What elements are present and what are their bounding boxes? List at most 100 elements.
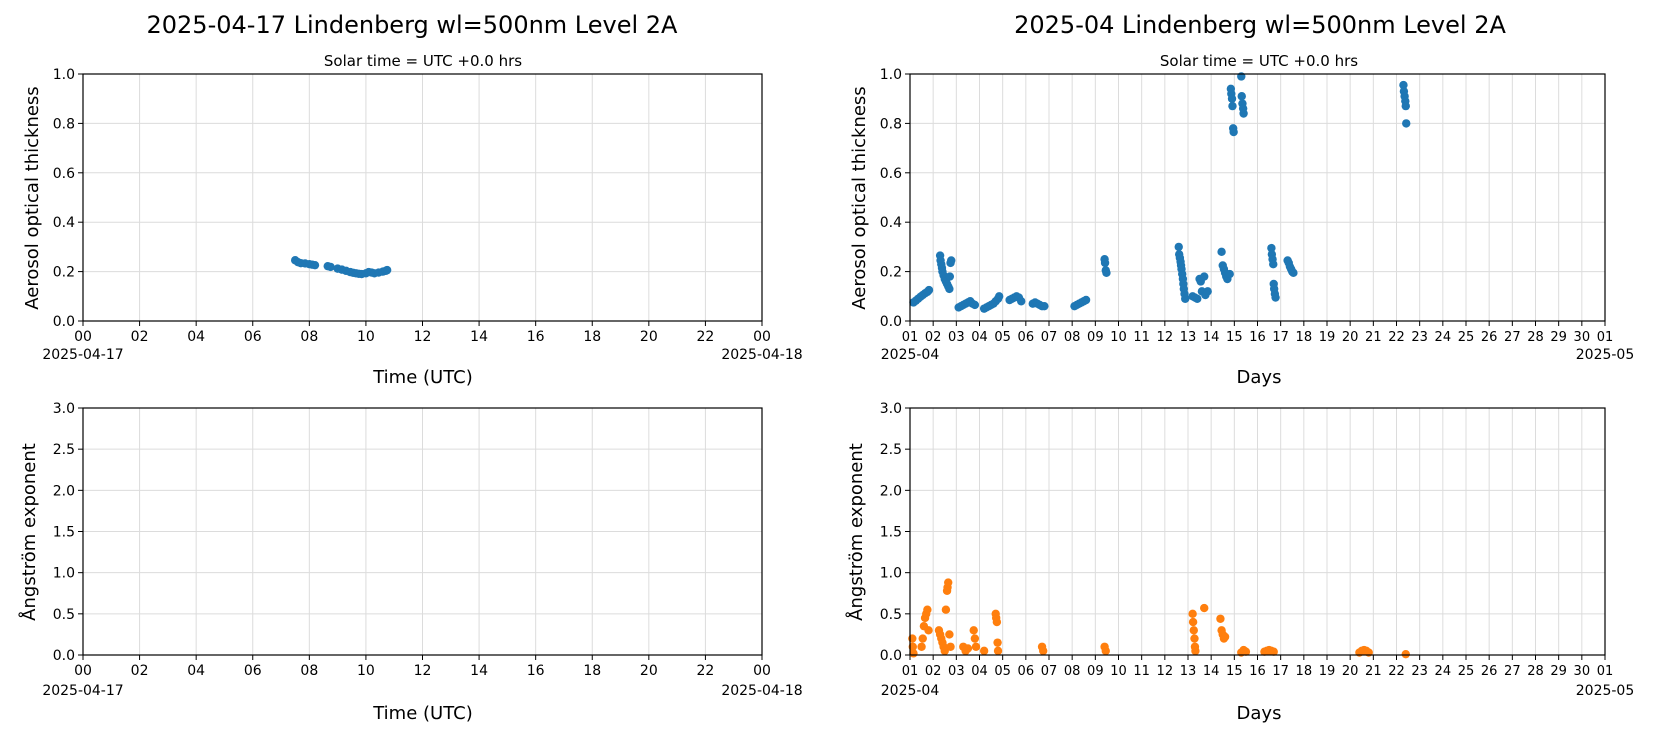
monthly-angstrom-xtick-label: 10 [1110, 664, 1127, 679]
monthly-angstrom-data-point [1220, 632, 1230, 642]
monthly-aot-xtick-label: 18 [1296, 330, 1313, 345]
monthly-aot-data-point [945, 284, 954, 294]
monthly-aot-xtick-label: 07 [1041, 330, 1058, 345]
daily-angstrom-xtick-label: 08 [300, 663, 318, 679]
monthly-aot-axes-frame [909, 73, 1606, 322]
monthly-angstrom-data-point [918, 634, 927, 643]
monthly-aot-xtick-label: 29 [1550, 330, 1567, 345]
daily-angstrom-ytick-label: 1.0 [53, 566, 75, 582]
monthly-aot-data-point [1401, 101, 1410, 111]
daily-angstrom-xtick-label: 04 [187, 663, 205, 679]
daily-aot-xtick-label: 06 [244, 329, 262, 345]
monthly-aot-xtick-label: 24 [1435, 330, 1452, 345]
daily-aot-ytick-label: 0.6 [53, 166, 75, 182]
daily-angstrom-axes-frame [82, 407, 763, 656]
daily-aot-xtick-label: 08 [300, 329, 318, 345]
monthly-aot-xtick-label: 21 [1365, 330, 1382, 345]
monthly-aot-xtick-label: 16 [1249, 330, 1266, 345]
monthly-angstrom-data-point [944, 578, 953, 587]
monthly-angstrom-xtick-sublabel-left: 2025-04 [881, 683, 940, 699]
monthly-angstrom-panel: Days Ångström exponent 2025-04 2025-05 0… [845, 401, 1634, 724]
monthly-aot-xtick-label: 30 [1574, 330, 1591, 345]
monthly-aot-data-point [945, 272, 955, 281]
monthly-angstrom-axes-frame [909, 407, 1606, 656]
monthly-angstrom-data-point [969, 626, 978, 635]
daily-angstrom-xtick-label: 00 [74, 663, 92, 679]
monthly-angstrom-data-point [1101, 646, 1110, 656]
monthly-aot-title: 2025-04 Lindenberg wl=500nm Level 2A [1014, 11, 1506, 39]
daily-aot-xtick-label: 04 [187, 329, 205, 345]
daily-aot-ytick-label: 0.8 [53, 116, 75, 132]
monthly-aot-ytick-label: 0.6 [880, 166, 902, 182]
daily-angstrom-ytick-label: 2.5 [53, 442, 75, 458]
daily-aot-xtick-label: 22 [697, 329, 715, 345]
monthly-angstrom-data-point [970, 634, 980, 643]
monthly-aot-xtick-label: 19 [1319, 330, 1336, 345]
monthly-aot-data-point [1102, 268, 1111, 278]
daily-angstrom-xtick-label: 02 [131, 663, 149, 679]
monthly-angstrom-data-point [971, 642, 981, 651]
monthly-aot-xlabel: Days [1237, 367, 1282, 388]
monthly-angstrom-xtick-label: 28 [1527, 664, 1544, 679]
monthly-aot-xtick-sublabel-right: 2025-05 [1576, 347, 1635, 363]
monthly-aot-xtick-label: 04 [971, 330, 988, 345]
daily-angstrom-ytick-label: 2.0 [53, 483, 75, 499]
monthly-aot-data-point [1200, 272, 1209, 281]
monthly-aot-data-point [1271, 293, 1280, 302]
monthly-aot-xtick-label: 10 [1110, 330, 1127, 345]
monthly-aot-ytick-label: 0.8 [880, 116, 902, 132]
monthly-aot-xtick-label: 26 [1481, 330, 1498, 345]
daily-aot-data-point [310, 260, 320, 270]
daily-angstrom-ylabel: Ångström exponent [18, 443, 40, 621]
monthly-aot-xtick-label: 05 [994, 330, 1011, 345]
monthly-angstrom-xtick-label: 30 [1574, 664, 1591, 679]
daily-aot-xtick-label: 00 [753, 329, 771, 345]
monthly-aot-data-point [1402, 119, 1411, 128]
monthly-angstrom-data-point [1039, 646, 1048, 656]
monthly-aot-data-point [1237, 92, 1246, 101]
daily-aot-data-point [382, 265, 392, 275]
monthly-aot-data-point [1229, 127, 1238, 137]
monthly-angstrom-data-point [940, 646, 949, 656]
monthly-angstrom-ylabel: Ångström exponent [845, 443, 867, 621]
daily-angstrom-xtick-sublabel-right: 2025-04-18 [721, 683, 802, 699]
monthly-angstrom-xtick-label: 01 [1597, 664, 1614, 679]
monthly-aot-xtick-label: 02 [925, 330, 942, 345]
daily-angstrom-xtick-label: 06 [244, 663, 262, 679]
monthly-angstrom-data-point [1241, 647, 1251, 656]
daily-aot-points [290, 256, 392, 279]
monthly-aot-xtick-label: 14 [1203, 330, 1220, 345]
monthly-angstrom-data-point [992, 617, 1002, 627]
monthly-aot-xtick-label: 25 [1458, 330, 1475, 345]
monthly-aot-data-point [1203, 287, 1212, 296]
monthly-angstrom-data-point [908, 634, 917, 643]
monthly-angstrom-xtick-label: 21 [1365, 664, 1382, 679]
monthly-angstrom-data-point [1269, 647, 1278, 656]
monthly-angstrom-xtick-label: 01 [902, 664, 919, 679]
monthly-angstrom-data-point [908, 642, 917, 651]
monthly-angstrom-xtick-label: 15 [1226, 664, 1243, 679]
monthly-angstrom-data-point [945, 630, 954, 639]
daily-angstrom-ytick-label: 1.5 [53, 525, 75, 541]
daily-angstrom-xtick-label: 00 [753, 663, 771, 679]
daily-aot-grid [82, 73, 763, 322]
monthly-aot-ylabel: Aerosol optical thickness [849, 86, 870, 309]
monthly-angstrom-xtick-label: 16 [1249, 664, 1266, 679]
monthly-aot-xtick-label: 22 [1388, 330, 1405, 345]
monthly-aot-xtick-label: 01 [902, 330, 919, 345]
monthly-angstrom-ytick-label: 0.5 [880, 607, 902, 623]
daily-aot-xtick-label: 12 [414, 329, 432, 345]
monthly-aot-xtick-label: 17 [1272, 330, 1289, 345]
monthly-angstrom-data-point [979, 646, 989, 656]
daily-aot-panel: 2025-04-17 Lindenberg wl=500nm Level 2A … [22, 11, 803, 388]
monthly-angstrom-data-point [1200, 603, 1209, 613]
daily-aot-xtick-sublabel-left: 2025-04-17 [42, 347, 123, 363]
daily-angstrom-panel: Time (UTC) Ångström exponent 2025-04-17 … [18, 401, 803, 724]
monthly-angstrom-xtick-label: 02 [925, 664, 942, 679]
monthly-aot-data-point [1181, 294, 1190, 303]
daily-aot-xtick-label: 00 [74, 329, 92, 345]
monthly-angstrom-ytick-label: 1.5 [880, 525, 902, 541]
monthly-aot-xtick-label: 13 [1180, 330, 1197, 345]
monthly-aot-data-point [1228, 101, 1237, 111]
monthly-angstrom-data-point [1188, 617, 1198, 627]
